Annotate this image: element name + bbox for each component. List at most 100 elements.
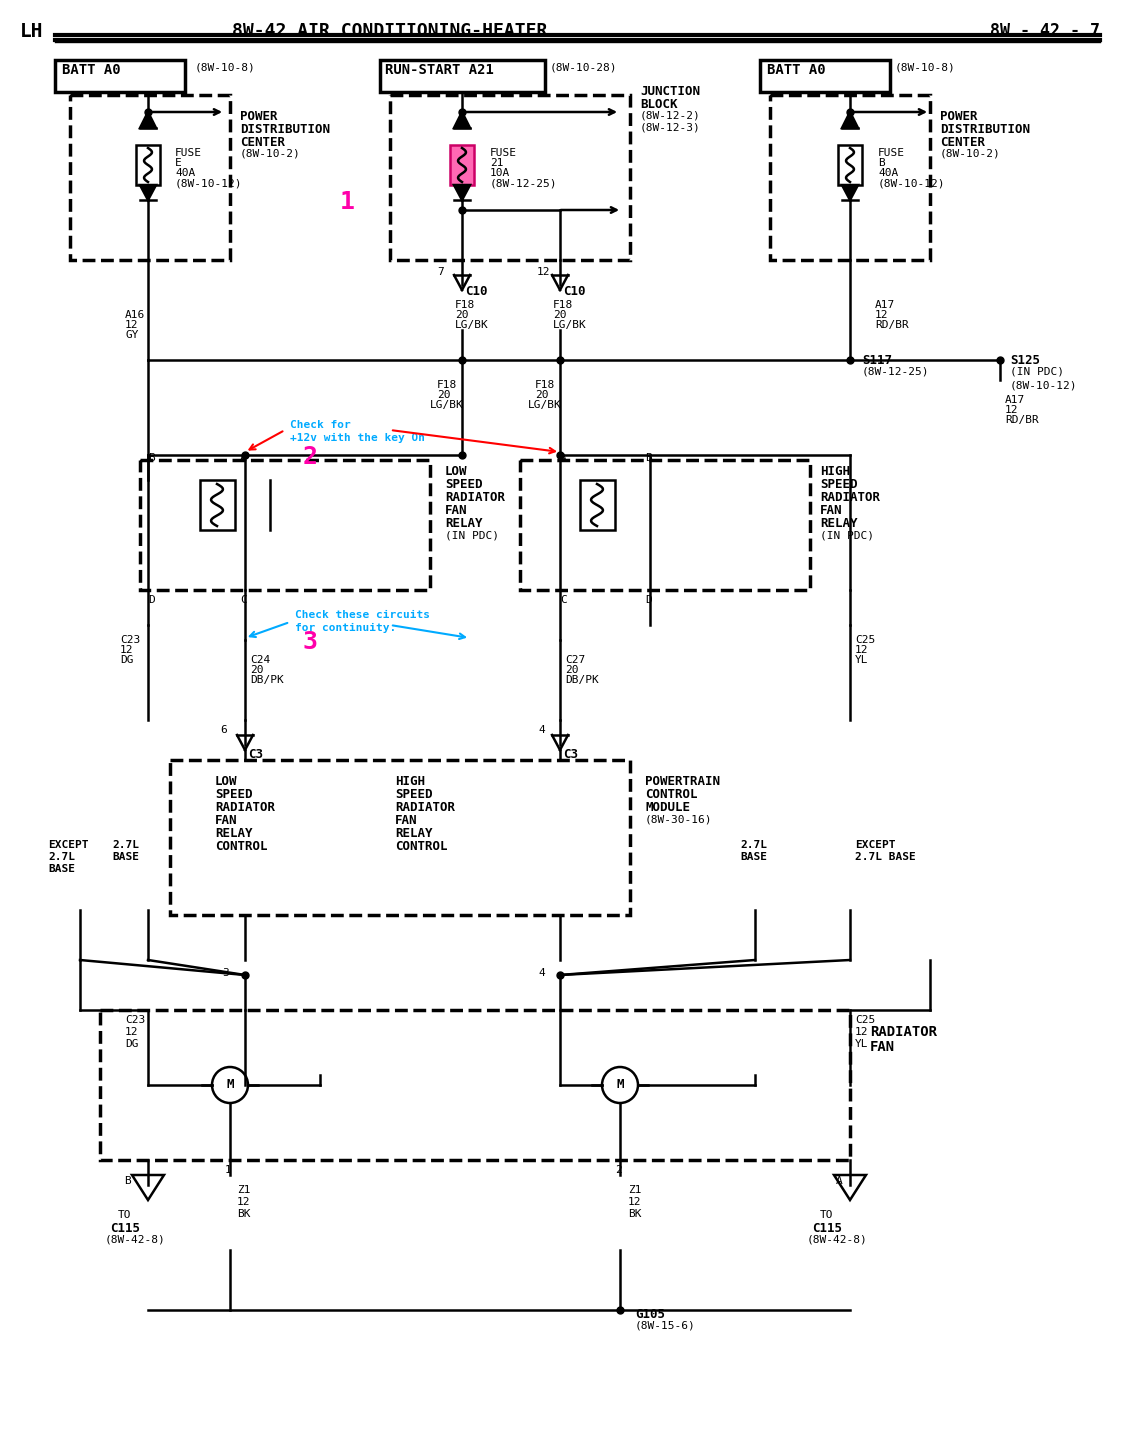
Polygon shape xyxy=(454,112,469,128)
Text: D: D xyxy=(149,595,154,605)
Text: C10: C10 xyxy=(562,285,585,298)
Text: 4: 4 xyxy=(538,725,544,735)
Text: SPEED: SPEED xyxy=(820,477,857,490)
Text: 8W - 42 - 7: 8W - 42 - 7 xyxy=(990,22,1100,40)
Text: C25: C25 xyxy=(855,1015,875,1025)
Text: 2.7L: 2.7L xyxy=(48,851,75,861)
Bar xyxy=(139,460,430,590)
Text: DB/PK: DB/PK xyxy=(565,674,599,684)
Text: FAN: FAN xyxy=(820,503,843,518)
Text: POWER: POWER xyxy=(240,109,278,124)
Text: RADIATOR: RADIATOR xyxy=(395,801,455,814)
Text: A17: A17 xyxy=(875,301,895,311)
Text: C27: C27 xyxy=(565,654,585,664)
Text: 20: 20 xyxy=(565,664,578,674)
Text: for continuity.: for continuity. xyxy=(295,623,396,633)
Text: FAN: FAN xyxy=(215,814,237,827)
Text: LG/BK: LG/BK xyxy=(528,400,561,410)
Text: Check for: Check for xyxy=(290,420,350,430)
Text: A: A xyxy=(836,1176,843,1186)
Text: (8W-10-12): (8W-10-12) xyxy=(1010,380,1077,390)
Text: FUSE: FUSE xyxy=(175,148,202,158)
Text: 4: 4 xyxy=(538,968,544,978)
Text: 21: 21 xyxy=(490,158,503,168)
Polygon shape xyxy=(454,186,469,200)
Text: RELAY: RELAY xyxy=(215,827,253,840)
Bar xyxy=(136,145,160,186)
Text: YL: YL xyxy=(855,1040,869,1048)
Text: C: C xyxy=(560,595,567,605)
Text: E: E xyxy=(175,158,181,168)
Text: C115: C115 xyxy=(812,1222,843,1235)
Text: RELAY: RELAY xyxy=(395,827,432,840)
Text: (8W-42-8): (8W-42-8) xyxy=(807,1235,868,1245)
Text: +12v with the key On: +12v with the key On xyxy=(290,433,425,443)
Text: (8W-30-16): (8W-30-16) xyxy=(645,814,712,824)
Text: 2: 2 xyxy=(615,1165,621,1175)
Text: FAN: FAN xyxy=(395,814,417,827)
Text: LH: LH xyxy=(20,22,43,42)
Text: A16: A16 xyxy=(125,311,145,321)
Text: (8W-12-3): (8W-12-3) xyxy=(640,122,701,132)
Text: M: M xyxy=(227,1078,234,1091)
Text: 12: 12 xyxy=(125,321,138,329)
Bar xyxy=(838,145,862,186)
Text: Check these circuits: Check these circuits xyxy=(295,610,430,620)
Text: CENTER: CENTER xyxy=(240,137,285,150)
Text: 2: 2 xyxy=(303,444,318,469)
Text: SPEED: SPEED xyxy=(395,788,432,801)
Text: DG: DG xyxy=(125,1040,138,1048)
Text: RD/BR: RD/BR xyxy=(875,321,908,329)
Bar xyxy=(170,761,631,915)
Text: 10A: 10A xyxy=(490,168,510,178)
Text: RD/BR: RD/BR xyxy=(1005,416,1039,426)
Text: F18: F18 xyxy=(455,301,475,311)
Polygon shape xyxy=(139,112,156,128)
Text: YL: YL xyxy=(855,654,869,664)
Text: 8W-42 AIR CONDITIONING-HEATER: 8W-42 AIR CONDITIONING-HEATER xyxy=(232,22,548,40)
Text: (8W-10-12): (8W-10-12) xyxy=(878,178,946,188)
Text: M: M xyxy=(616,1078,624,1091)
Bar xyxy=(390,95,631,260)
Text: 2.7L BASE: 2.7L BASE xyxy=(855,851,916,861)
Text: 12: 12 xyxy=(538,267,550,278)
Text: (8W-12-2): (8W-12-2) xyxy=(640,111,701,121)
Text: FAN: FAN xyxy=(445,503,467,518)
Text: 12: 12 xyxy=(875,311,889,321)
Bar xyxy=(56,60,185,92)
Bar xyxy=(100,1009,851,1160)
Text: A: A xyxy=(560,453,567,463)
Text: B: B xyxy=(878,158,885,168)
Text: EXCEPT: EXCEPT xyxy=(48,840,88,850)
Text: BLOCK: BLOCK xyxy=(640,98,677,111)
Text: (8W-42-8): (8W-42-8) xyxy=(105,1235,166,1245)
Text: 12: 12 xyxy=(855,646,869,654)
Text: 40A: 40A xyxy=(878,168,898,178)
Text: 7: 7 xyxy=(437,267,443,278)
Bar xyxy=(70,95,230,260)
Text: (IN PDC): (IN PDC) xyxy=(820,531,874,541)
Text: (8W-12-25): (8W-12-25) xyxy=(862,367,930,377)
Text: 2.7L: 2.7L xyxy=(112,840,139,850)
Text: FUSE: FUSE xyxy=(490,148,517,158)
Text: C25: C25 xyxy=(855,636,875,646)
Text: MODULE: MODULE xyxy=(645,801,689,814)
Text: 12: 12 xyxy=(237,1196,251,1206)
Text: CENTER: CENTER xyxy=(940,137,985,150)
Text: C23: C23 xyxy=(125,1015,145,1025)
Text: F18: F18 xyxy=(535,380,556,390)
Text: RADIATOR: RADIATOR xyxy=(445,490,505,503)
Text: FUSE: FUSE xyxy=(878,148,905,158)
Text: 3: 3 xyxy=(303,630,318,654)
Bar xyxy=(450,145,474,186)
Text: 2.7L: 2.7L xyxy=(741,840,767,850)
Text: (8W-10-8): (8W-10-8) xyxy=(195,63,256,73)
Text: LG/BK: LG/BK xyxy=(430,400,464,410)
Text: BASE: BASE xyxy=(741,851,767,861)
Text: DB/PK: DB/PK xyxy=(249,674,284,684)
Polygon shape xyxy=(843,112,858,128)
Bar xyxy=(380,60,545,92)
Text: C115: C115 xyxy=(110,1222,139,1235)
Text: S117: S117 xyxy=(862,354,892,367)
Text: GY: GY xyxy=(125,329,138,339)
